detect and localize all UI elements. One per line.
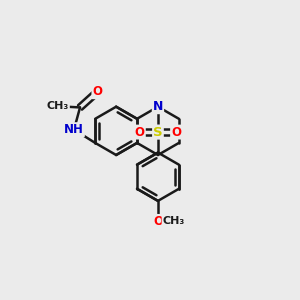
Text: CH₃: CH₃ — [47, 101, 69, 111]
Text: O: O — [135, 126, 145, 139]
Text: CH₃: CH₃ — [163, 216, 185, 226]
Text: N: N — [153, 100, 163, 113]
Text: O: O — [153, 215, 163, 228]
Text: O: O — [92, 85, 102, 98]
Text: NH: NH — [64, 123, 84, 136]
Text: O: O — [171, 126, 181, 139]
Text: S: S — [153, 126, 163, 139]
